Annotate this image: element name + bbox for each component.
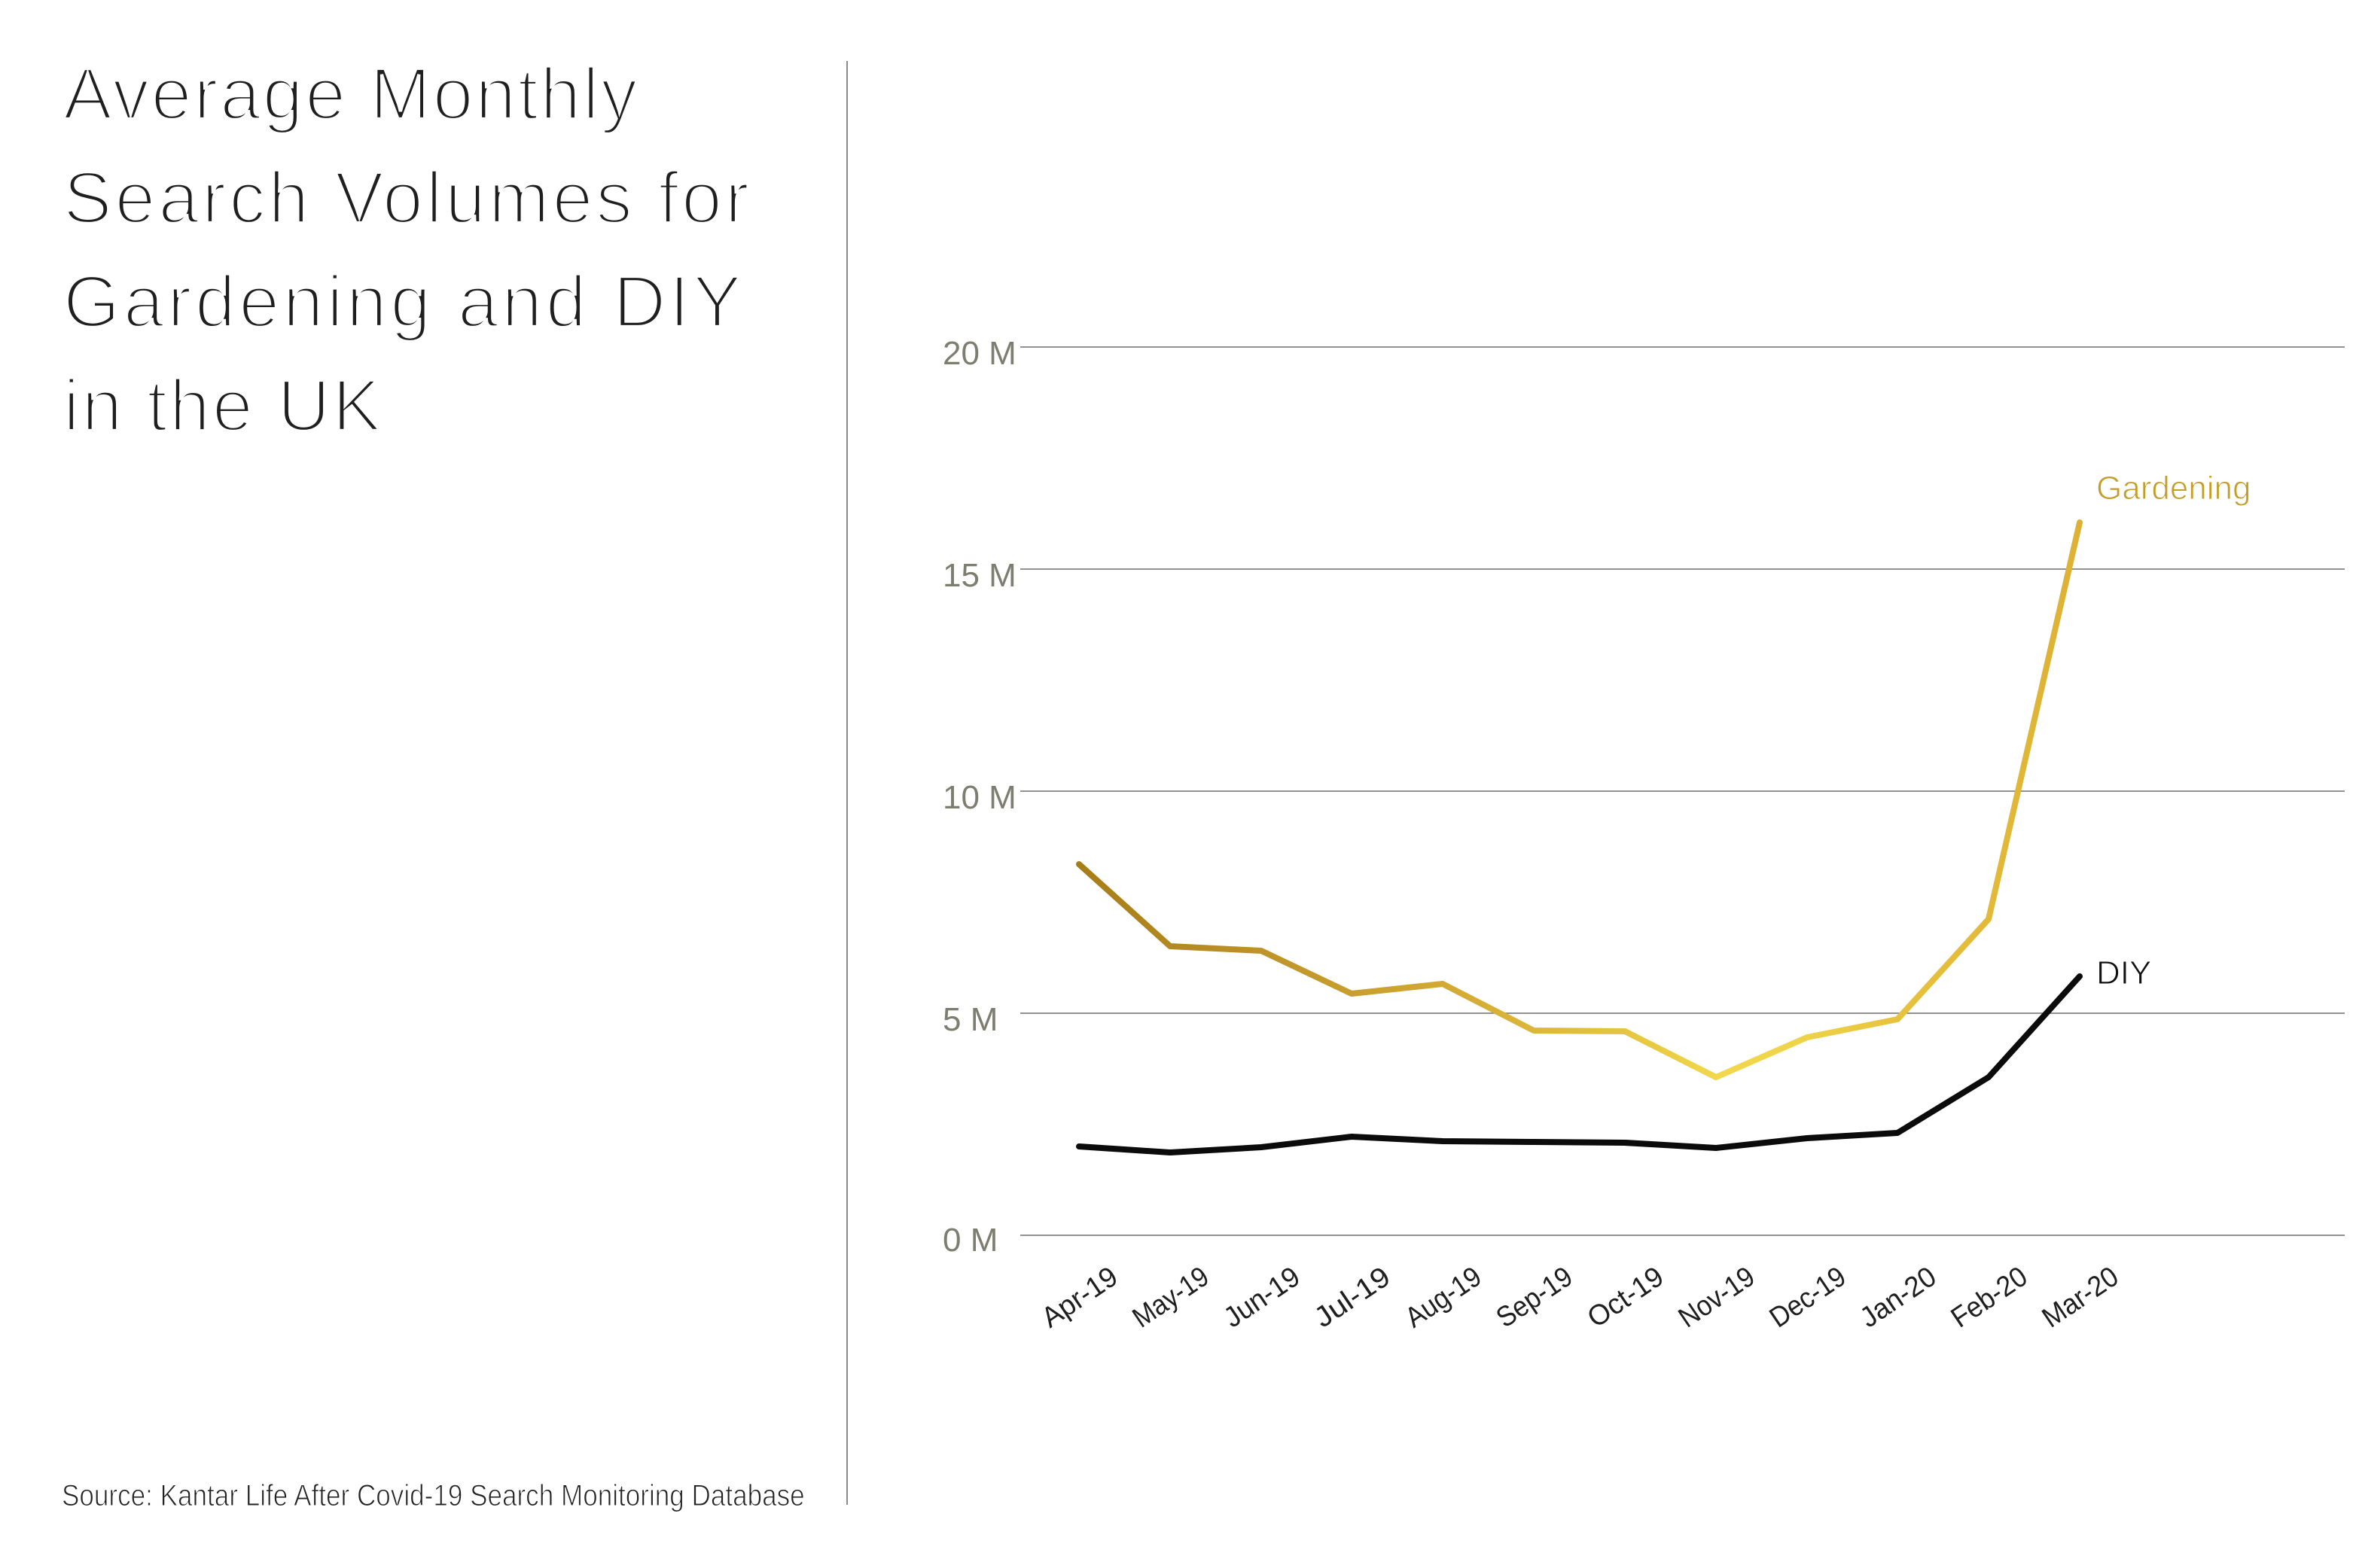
svg-text:20 M: 20 M <box>943 335 1016 372</box>
svg-text:10 M: 10 M <box>943 779 1016 816</box>
svg-text:Mar-20: Mar-20 <box>2037 1261 2124 1334</box>
svg-text:DIY: DIY <box>2096 955 2151 991</box>
svg-text:Jun-19: Jun-19 <box>1218 1261 1306 1334</box>
svg-text:0 M: 0 M <box>943 1222 998 1259</box>
svg-text:Nov-19: Nov-19 <box>1673 1261 1760 1334</box>
svg-text:Jan-20: Jan-20 <box>1855 1261 1942 1334</box>
svg-text:Aug-19: Aug-19 <box>1400 1261 1487 1334</box>
svg-text:Dec-19: Dec-19 <box>1764 1261 1852 1334</box>
svg-text:15 M: 15 M <box>943 557 1016 594</box>
svg-text:Oct-19: Oct-19 <box>1582 1261 1669 1334</box>
svg-text:May-19: May-19 <box>1127 1261 1215 1334</box>
svg-text:Feb-20: Feb-20 <box>1946 1261 2033 1334</box>
svg-text:Apr-19: Apr-19 <box>1036 1261 1123 1334</box>
svg-text:Gardening: Gardening <box>2096 470 2251 507</box>
svg-text:5 M: 5 M <box>943 1001 998 1038</box>
svg-text:Sep-19: Sep-19 <box>1491 1261 1578 1334</box>
svg-text:Jul-19: Jul-19 <box>1309 1261 1396 1334</box>
